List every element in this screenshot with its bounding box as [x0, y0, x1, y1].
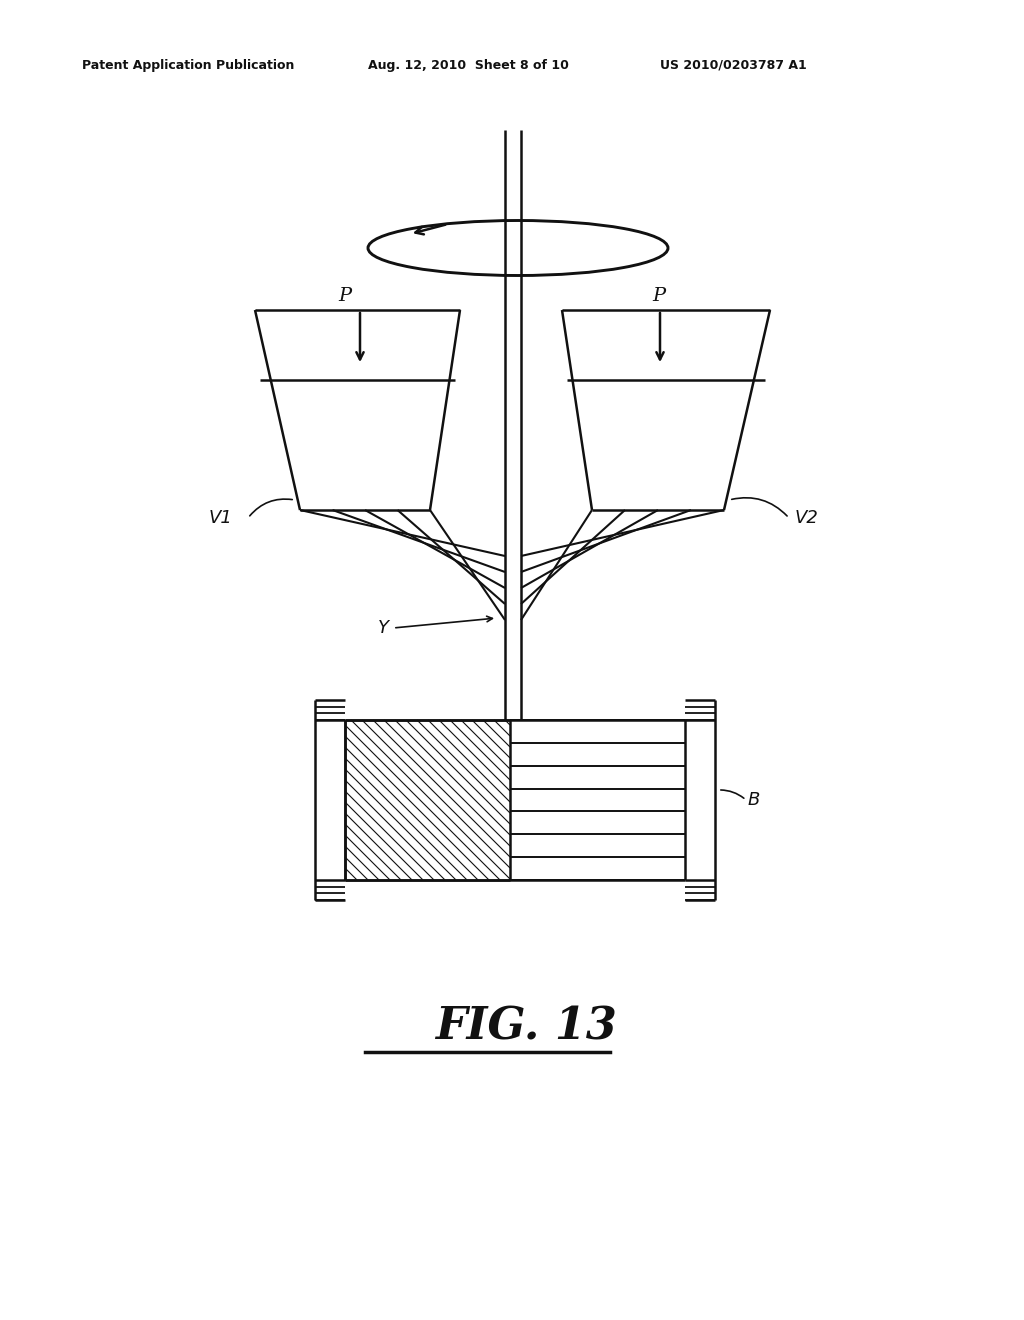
Text: P: P: [652, 286, 666, 305]
Text: US 2010/0203787 A1: US 2010/0203787 A1: [660, 58, 807, 71]
Text: V1: V1: [208, 510, 232, 527]
Text: Aug. 12, 2010  Sheet 8 of 10: Aug. 12, 2010 Sheet 8 of 10: [368, 58, 569, 71]
Text: V2: V2: [795, 510, 819, 527]
Text: Y: Y: [378, 619, 389, 638]
Text: Patent Application Publication: Patent Application Publication: [82, 58, 294, 71]
Text: B: B: [748, 791, 761, 809]
Text: P: P: [338, 286, 351, 305]
Text: FIG. 13: FIG. 13: [435, 1005, 616, 1048]
